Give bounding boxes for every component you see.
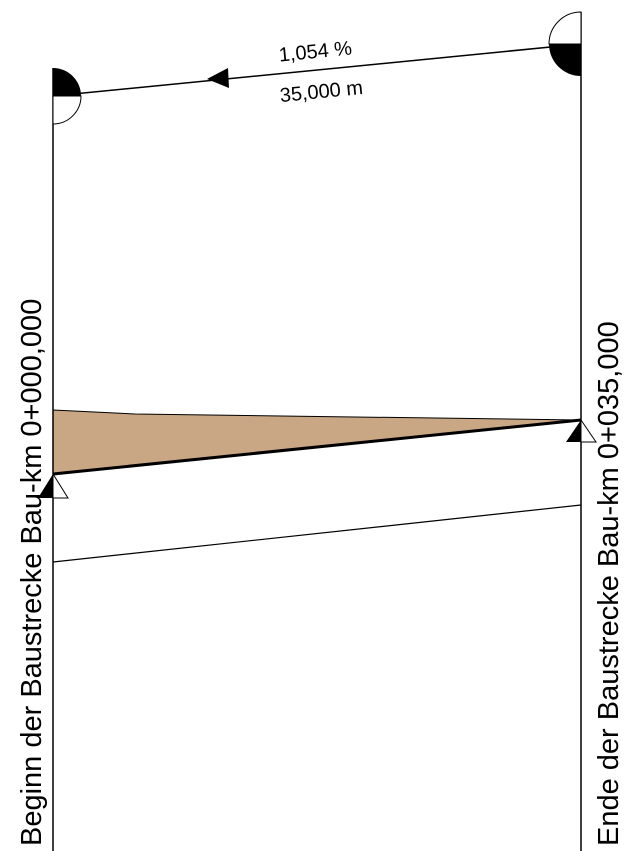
direction-arrow bbox=[207, 68, 229, 88]
start-symbol-black bbox=[53, 68, 81, 96]
start-symbol-white bbox=[52, 95, 82, 125]
end-symbol-black bbox=[549, 44, 581, 76]
lower-line bbox=[52, 504, 582, 563]
end-station-label: Ende der Baustrecke Bau-km 0+035,000 bbox=[593, 321, 625, 846]
start-triangle-black bbox=[38, 474, 53, 498]
end-symbol-white bbox=[548, 11, 582, 45]
grade-label: 1,054 % bbox=[278, 37, 353, 66]
end-triangle-black bbox=[566, 420, 581, 442]
slope-line bbox=[52, 43, 582, 97]
start-station-label: Beginn der Baustrecke Bau-km 0+000,000 bbox=[16, 299, 48, 846]
length-label: 35,000 m bbox=[279, 77, 364, 107]
grade-line bbox=[52, 418, 582, 476]
end-triangle-white bbox=[580, 418, 597, 443]
start-triangle-white bbox=[52, 472, 69, 499]
